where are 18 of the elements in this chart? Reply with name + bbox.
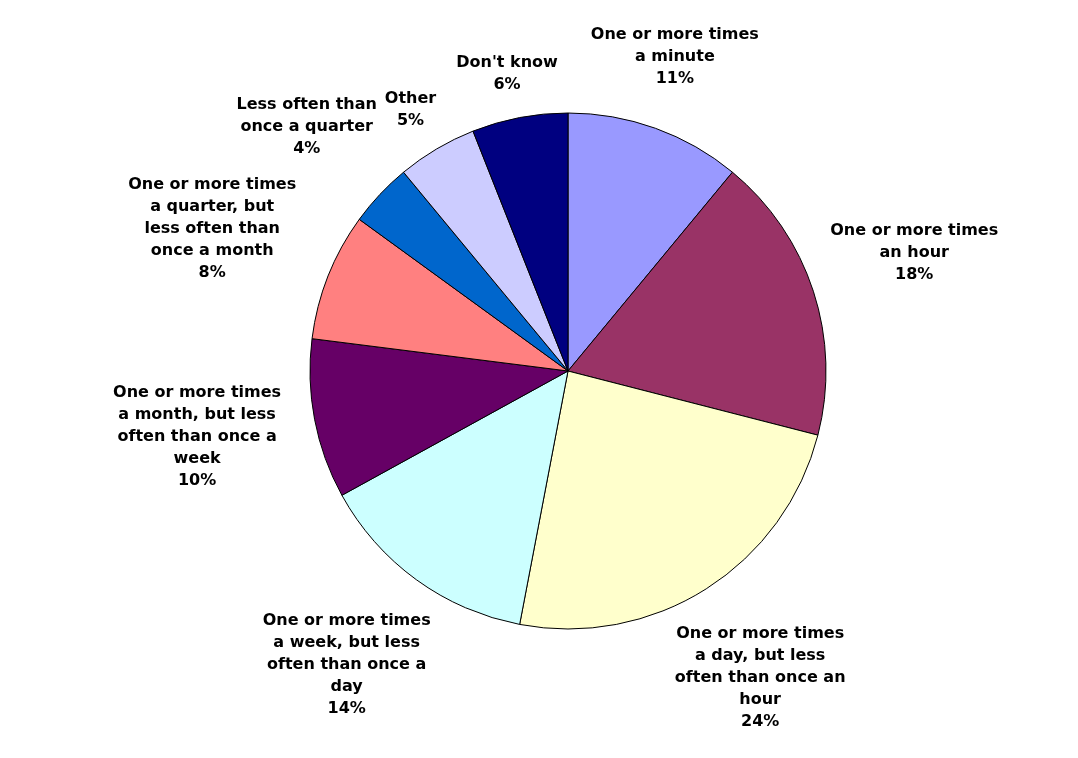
slice-label: Don't know <box>456 52 559 72</box>
data-label: 14% <box>327 698 366 718</box>
slice-label: One or more times a day, but less often than once an hour <box>674 623 846 709</box>
slice-label: One or more times a quarter, but less often than once a month <box>128 173 297 259</box>
slice-label: One or more times a week, but less often than once a day <box>262 610 431 696</box>
data-label: 4% <box>293 137 321 157</box>
slice-label: One or more times a month, but less often than once a week <box>113 382 282 468</box>
slice-label: One or more times a minute <box>590 23 759 65</box>
data-label: 6% <box>493 74 521 94</box>
data-label: 24% <box>741 711 780 731</box>
slice-label: Other <box>384 87 437 107</box>
slice-label: One or more times an hour <box>830 220 999 262</box>
data-label: 8% <box>198 261 226 281</box>
slice-label: Less often than once a quarter <box>236 93 377 135</box>
data-label: 10% <box>177 470 217 490</box>
data-label: 5% <box>396 109 425 129</box>
data-label: 18% <box>895 264 934 284</box>
data-label: 11% <box>655 67 695 87</box>
